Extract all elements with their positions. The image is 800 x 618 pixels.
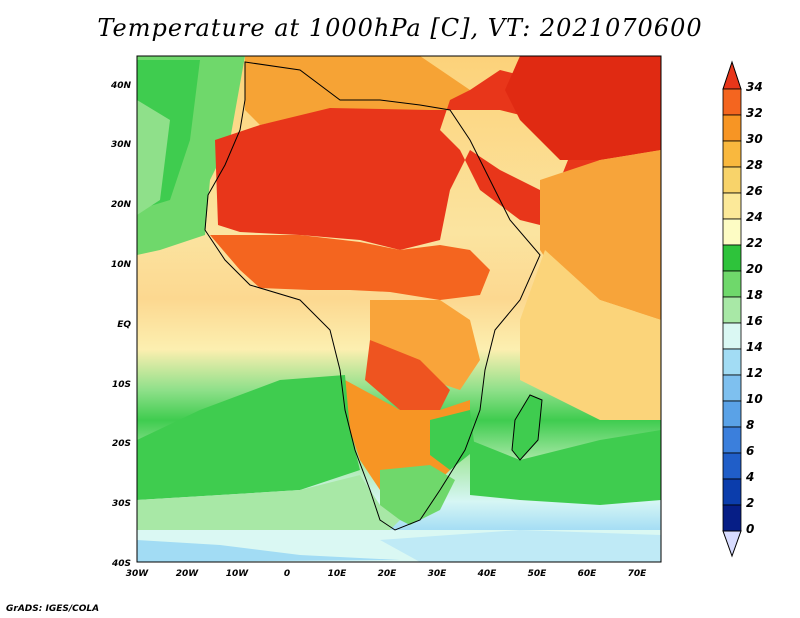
colorbar-cell bbox=[722, 478, 742, 506]
lat-label: 20N bbox=[111, 200, 132, 210]
lon-label: 20E bbox=[378, 569, 398, 579]
lat-label: 10N bbox=[111, 260, 132, 270]
lon-label: 60E bbox=[578, 569, 598, 579]
colorbar-label: 12 bbox=[746, 366, 763, 380]
colorbar-cell bbox=[722, 348, 742, 376]
lat-axis: 40N 30N 20N 10N EQ 10S 20S 30S 40S bbox=[110, 81, 132, 569]
lat-label: 20S bbox=[112, 439, 131, 449]
lon-label: 50E bbox=[528, 569, 548, 579]
lon-axis: 30W 20W 10W 0 10E 20E 30E 40E 50E 60E 70… bbox=[126, 569, 647, 579]
colorbar-cell bbox=[722, 426, 742, 454]
lon-label: 10E bbox=[328, 569, 348, 579]
lat-label: EQ bbox=[117, 320, 131, 330]
colorbar-label: 0 bbox=[746, 522, 754, 536]
colorbar-label: 2 bbox=[746, 496, 754, 510]
map-title: Temperature at 1000hPa [C], VT: 20210706… bbox=[97, 14, 703, 42]
colorbar-label: 20 bbox=[746, 262, 763, 276]
footer-credit: GrADS: IGES/COLA bbox=[6, 604, 100, 614]
colorbar-cell bbox=[722, 140, 742, 168]
colorbar-cell bbox=[722, 88, 742, 116]
colorbar-cell bbox=[722, 270, 742, 298]
lon-label: 40E bbox=[477, 569, 498, 579]
coastline bbox=[204, 61, 541, 531]
map-field bbox=[137, 56, 661, 562]
lat-label: 40S bbox=[111, 559, 131, 569]
colorbar-bottom-triangle bbox=[722, 530, 742, 558]
colorbar-top-triangle bbox=[722, 60, 742, 90]
colorbar-cell bbox=[722, 192, 742, 220]
colorbar-cell bbox=[722, 114, 742, 142]
colorbar-label: 10 bbox=[746, 392, 763, 406]
colorbar-label: 6 bbox=[746, 444, 754, 458]
colorbar-label: 26 bbox=[746, 184, 763, 198]
colorbar-label: 18 bbox=[746, 288, 763, 302]
colorbar-cell bbox=[722, 504, 742, 532]
colorbar-cell bbox=[722, 166, 742, 194]
colorbar-cell bbox=[722, 322, 742, 350]
colorbar-label: 22 bbox=[746, 236, 763, 250]
lat-label: 30S bbox=[112, 499, 131, 509]
colorbar-label: 16 bbox=[746, 314, 763, 328]
lon-label: 70E bbox=[628, 569, 648, 579]
lon-label: 0 bbox=[284, 569, 290, 579]
colorbar-label: 30 bbox=[746, 132, 763, 146]
lat-label: 30N bbox=[111, 140, 132, 150]
lon-label: 20W bbox=[176, 569, 200, 579]
lon-label: 30W bbox=[126, 569, 150, 579]
colorbar-label: 28 bbox=[746, 158, 763, 172]
colorbar-label: 4 bbox=[745, 470, 754, 484]
colorbar-label: 32 bbox=[746, 106, 763, 120]
colorbar-cell bbox=[722, 374, 742, 402]
colorbar-cell bbox=[722, 452, 742, 480]
colorbar-label: 24 bbox=[746, 210, 763, 224]
colorbar-label: 34 bbox=[746, 80, 763, 94]
lon-label: 30E bbox=[428, 569, 448, 579]
colorbar-cell bbox=[722, 218, 742, 246]
lon-label: 10W bbox=[226, 569, 250, 579]
colorbar-label: 14 bbox=[746, 340, 763, 354]
lat-label: 40N bbox=[110, 81, 132, 91]
map-frame bbox=[136, 55, 662, 563]
colorbar-cell bbox=[722, 244, 742, 272]
colorbar-cell bbox=[722, 400, 742, 428]
lat-label: 10S bbox=[112, 380, 131, 390]
colorbar-label: 8 bbox=[746, 418, 754, 432]
colorbar-cell bbox=[722, 296, 742, 324]
